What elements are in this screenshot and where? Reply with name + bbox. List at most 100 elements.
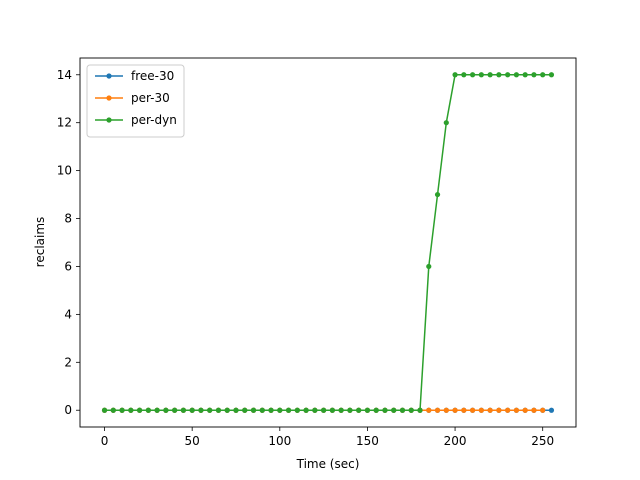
- data-point: [487, 407, 493, 413]
- data-point: [321, 407, 327, 413]
- legend-marker: [106, 73, 112, 79]
- legend-item: per-dyn: [95, 113, 177, 127]
- data-point: [215, 407, 222, 413]
- data-point: [496, 407, 502, 413]
- data-point: [391, 407, 397, 413]
- y-tick-label: 4: [64, 307, 72, 321]
- data-point: [242, 407, 248, 413]
- data-point: [540, 72, 546, 78]
- data-point: [399, 407, 406, 413]
- data-point: [145, 407, 151, 413]
- data-point: [408, 407, 414, 413]
- x-tick-label: 100: [268, 434, 291, 448]
- x-axis: 0 50 100 150 200 250: [101, 427, 554, 448]
- data-point: [329, 407, 335, 413]
- data-point: [434, 407, 441, 413]
- plot-frame: [79, 57, 577, 428]
- data-point: [505, 407, 511, 413]
- data-point: [154, 407, 160, 413]
- data-point: [119, 407, 125, 413]
- data-point: [198, 407, 204, 413]
- data-point: [180, 407, 187, 413]
- legend-marker: [106, 117, 112, 123]
- x-tick-label: 0: [101, 434, 109, 448]
- data-point: [531, 407, 537, 413]
- y-tick-label: 2: [64, 355, 72, 369]
- series-layer: [101, 72, 555, 413]
- x-tick-label: 200: [444, 434, 467, 448]
- legend-item: free-30: [95, 69, 174, 83]
- data-point: [469, 72, 476, 78]
- data-point: [347, 407, 353, 413]
- data-point: [250, 407, 257, 413]
- data-point: [189, 407, 195, 413]
- data-point: [452, 72, 458, 78]
- data-point: [548, 72, 555, 78]
- data-point: [531, 72, 537, 78]
- data-point: [417, 407, 423, 413]
- y-tick-label: 0: [64, 403, 72, 417]
- data-point: [110, 407, 116, 413]
- data-point: [128, 407, 134, 413]
- data-point: [461, 72, 467, 78]
- data-point: [443, 120, 449, 126]
- data-point: [172, 407, 178, 413]
- data-point: [224, 407, 230, 413]
- y-tick-label: 12: [57, 116, 72, 130]
- x-tick-label: 50: [185, 434, 200, 448]
- data-point: [259, 407, 265, 413]
- data-point: [268, 407, 274, 413]
- data-point: [294, 407, 300, 413]
- data-point: [513, 407, 520, 413]
- data-point: [434, 191, 441, 198]
- y-tick-label: 10: [57, 164, 72, 178]
- x-tick-label: 250: [531, 434, 554, 448]
- data-point: [513, 72, 520, 78]
- legend-label: per-dyn: [131, 113, 177, 127]
- data-point: [356, 407, 362, 413]
- data-point: [303, 407, 309, 413]
- data-point: [469, 407, 476, 413]
- data-point: [461, 407, 467, 413]
- data-point: [373, 407, 379, 413]
- data-point: [496, 72, 502, 78]
- data-point: [338, 407, 344, 413]
- data-point: [382, 407, 388, 413]
- data-point: [285, 407, 292, 413]
- data-point: [101, 407, 108, 413]
- data-point: [522, 407, 528, 413]
- data-point: [505, 72, 511, 78]
- y-tick-label: 8: [64, 212, 72, 226]
- data-point: [136, 407, 143, 413]
- data-point: [522, 72, 528, 78]
- data-point: [277, 407, 283, 413]
- data-point: [548, 407, 555, 413]
- data-point: [426, 407, 432, 413]
- legend-label: per-30: [131, 91, 170, 105]
- data-point: [540, 407, 546, 413]
- data-point: [207, 407, 213, 413]
- y-axis-label: reclaims: [33, 217, 47, 268]
- series-per-dyn: [101, 72, 555, 413]
- legend-label: free-30: [131, 69, 174, 83]
- legend-item: per-30: [95, 91, 170, 105]
- series-line: [104, 74, 552, 411]
- data-point: [364, 407, 371, 413]
- legend-marker: [106, 95, 112, 101]
- y-tick-label: 6: [64, 259, 72, 273]
- data-point: [487, 72, 493, 78]
- x-axis-label: Time (sec): [296, 457, 360, 471]
- y-tick-label: 14: [57, 68, 72, 82]
- x-tick-label: 150: [356, 434, 379, 448]
- data-point: [452, 407, 458, 413]
- data-point: [443, 407, 449, 413]
- legend: free-30 per-30 per-dyn: [86, 64, 185, 138]
- data-point: [478, 72, 484, 78]
- data-point: [426, 263, 432, 270]
- data-point: [233, 407, 239, 413]
- y-axis: 0 2 4 6 8 10 12 14: [57, 68, 80, 417]
- data-point: [478, 407, 484, 413]
- data-point: [312, 407, 318, 413]
- data-point: [163, 407, 169, 413]
